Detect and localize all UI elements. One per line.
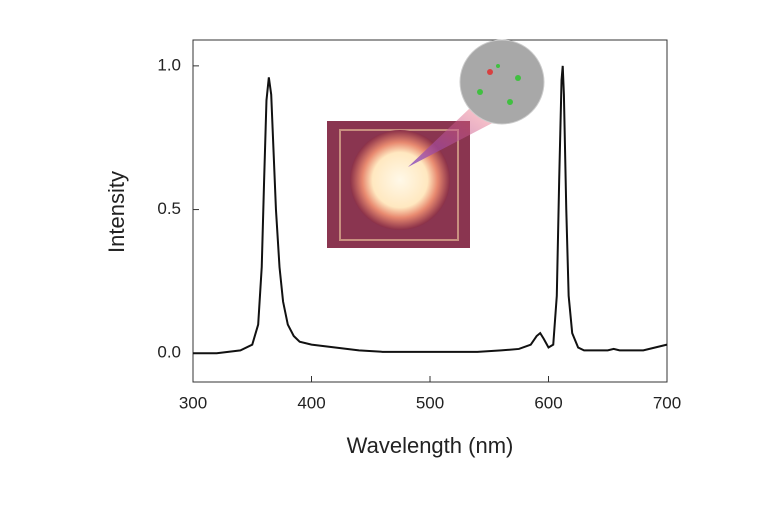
plot-area: 300 400 500 600 700 0.0 0.5 1.0	[157, 39, 681, 412]
y-tick-label: 0.0	[157, 343, 181, 362]
x-tick-label: 700	[653, 393, 681, 412]
y-axis-title: Intensity	[104, 171, 129, 253]
x-tick-label: 500	[416, 393, 444, 412]
y-tick-label: 1.0	[157, 55, 181, 74]
x-tick-label: 300	[179, 393, 207, 412]
x-tick-label: 400	[297, 393, 325, 412]
x-tick-label: 600	[534, 393, 562, 412]
inset-photo	[327, 39, 545, 248]
spectrum-line	[193, 65, 668, 355]
x-axis-title: Wavelength (nm)	[347, 433, 514, 458]
y-tick-label: 0.5	[157, 199, 181, 218]
